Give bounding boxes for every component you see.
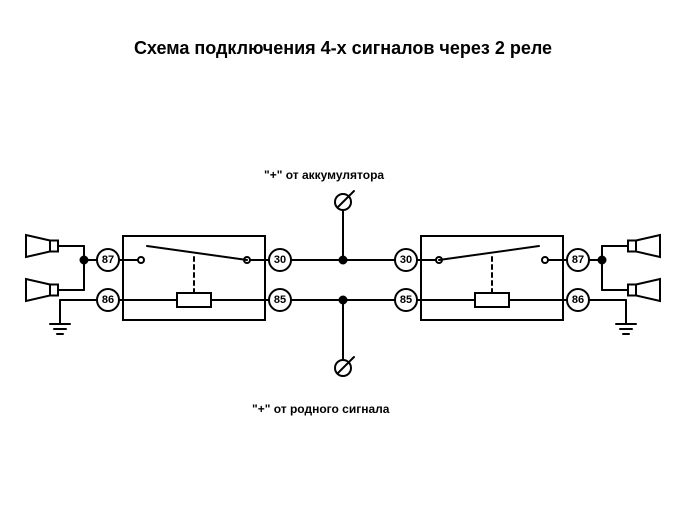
svg-text:86: 86 [102,294,114,306]
schematic-svg: 87 30 86 85 87 30 86 85 [0,0,686,515]
svg-text:30: 30 [274,254,286,266]
svg-text:85: 85 [400,294,412,306]
svg-text:87: 87 [572,254,584,266]
svg-text:85: 85 [274,294,286,306]
svg-text:30: 30 [400,254,412,266]
svg-text:87: 87 [102,254,114,266]
svg-text:86: 86 [572,294,584,306]
